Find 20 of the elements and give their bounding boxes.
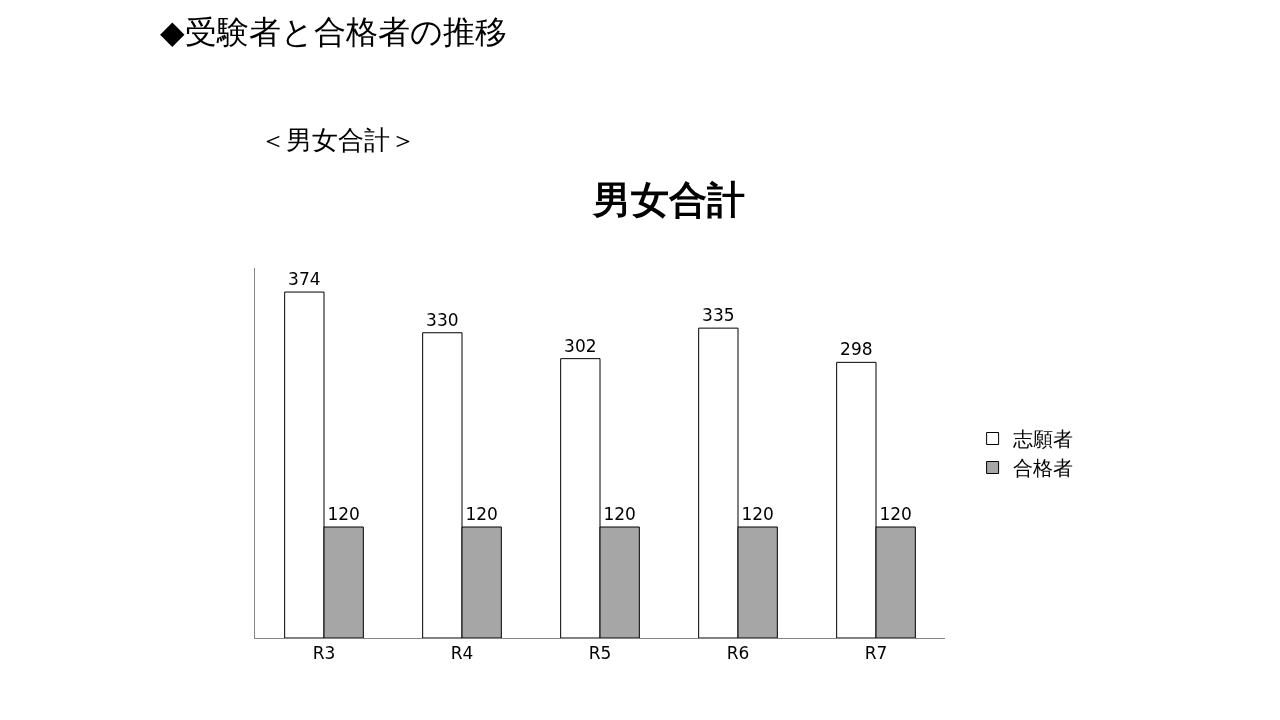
- legend-label: 志願者: [1012, 427, 1073, 452]
- data-label: 298: [840, 339, 873, 360]
- x-tick-label: R5: [588, 643, 612, 664]
- x-tick-label: R6: [726, 643, 750, 664]
- x-tick-label: R4: [450, 643, 474, 664]
- legend-label: 合格者: [1012, 456, 1073, 481]
- chart-title: ◆受験者と合格者の推移: [160, 13, 507, 52]
- data-label: 120: [879, 504, 912, 524]
- x-tick-label: R7: [864, 643, 888, 664]
- data-label: 374: [288, 269, 321, 290]
- data-label: 120: [603, 504, 636, 524]
- chart-subtitle: ＜男女合計＞: [260, 125, 416, 155]
- text: 男女合計: [592, 178, 745, 222]
- data-label: 302: [564, 335, 597, 356]
- data-label: 330: [426, 309, 459, 330]
- data-label: 120: [741, 504, 774, 524]
- data-label: 120: [327, 504, 360, 524]
- x-tick-label: R3: [312, 643, 336, 664]
- data-label: 335: [702, 305, 735, 326]
- data-label: 120: [465, 504, 498, 524]
